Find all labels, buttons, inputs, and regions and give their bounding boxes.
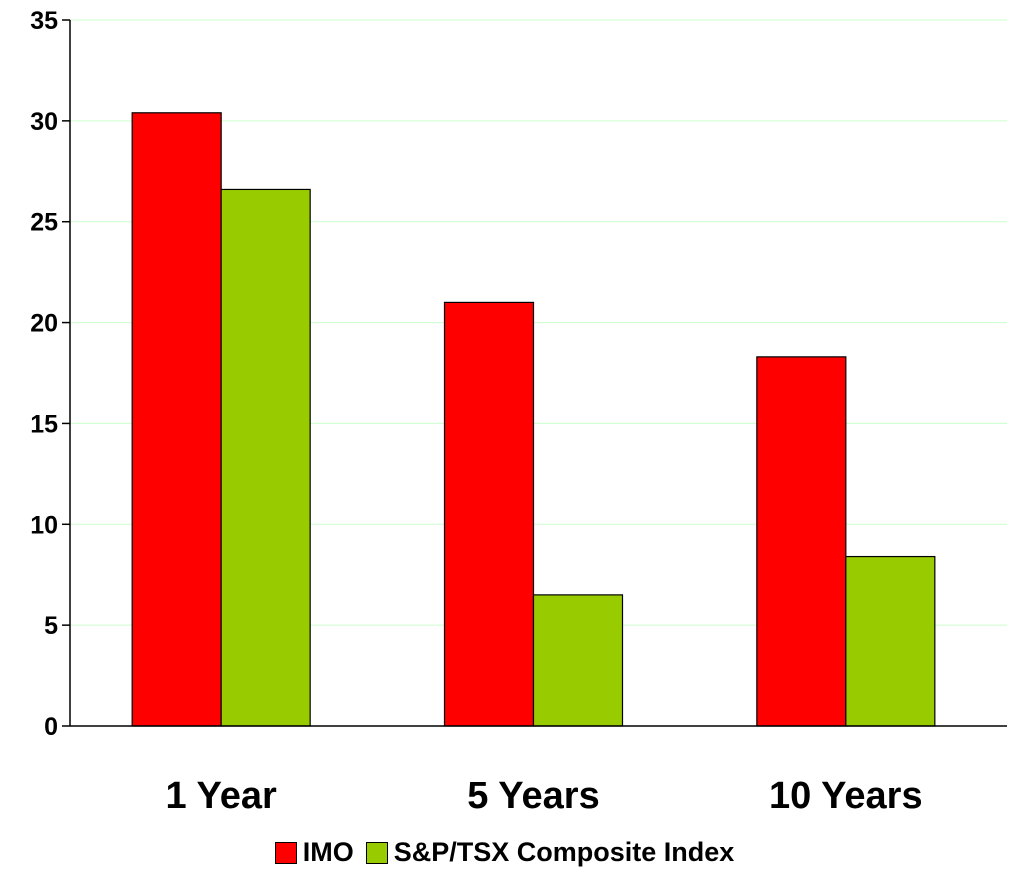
y-tick-label: 30 <box>30 108 58 136</box>
y-tick-label: 35 <box>30 7 58 35</box>
bar-tsx <box>532 594 624 727</box>
bar-tsx <box>845 555 936 727</box>
legend-label-imo: IMO <box>302 837 354 867</box>
axes <box>62 19 1007 727</box>
legend-item-tsx: S&P/TSX Composite Index <box>365 837 735 868</box>
y-tick-label: 25 <box>30 209 58 237</box>
bar-imo <box>443 301 535 727</box>
x-category-label: 10 Years <box>769 775 923 817</box>
x-category-label: 5 Years <box>467 775 599 817</box>
bars <box>131 112 936 727</box>
bar-tsx <box>220 188 311 727</box>
y-tick-label: 5 <box>44 612 58 640</box>
labels: 0 5 10 15 20 25 30 35 1 Year 5 Years 10 Years <box>30 7 922 817</box>
legend-swatch-tsx <box>365 841 388 864</box>
legend-item-imo: IMO <box>274 837 354 868</box>
y-tick-label: 10 <box>30 511 58 539</box>
bar-imo <box>756 356 847 727</box>
x-category-label: 1 Year <box>166 775 278 817</box>
legend: IMO S&P/TSX Composite Index <box>0 837 1009 868</box>
bar-imo <box>131 112 222 727</box>
y-tick-label: 0 <box>44 713 58 741</box>
legend-label-tsx: S&P/TSX Composite Index <box>393 837 735 867</box>
bar-chart: 0 5 10 15 20 25 30 35 1 Year 5 Years 10 Years <box>30 7 1007 817</box>
y-tick-label: 20 <box>30 310 58 338</box>
y-tick-label: 15 <box>30 410 58 438</box>
legend-swatch-imo <box>274 841 297 864</box>
